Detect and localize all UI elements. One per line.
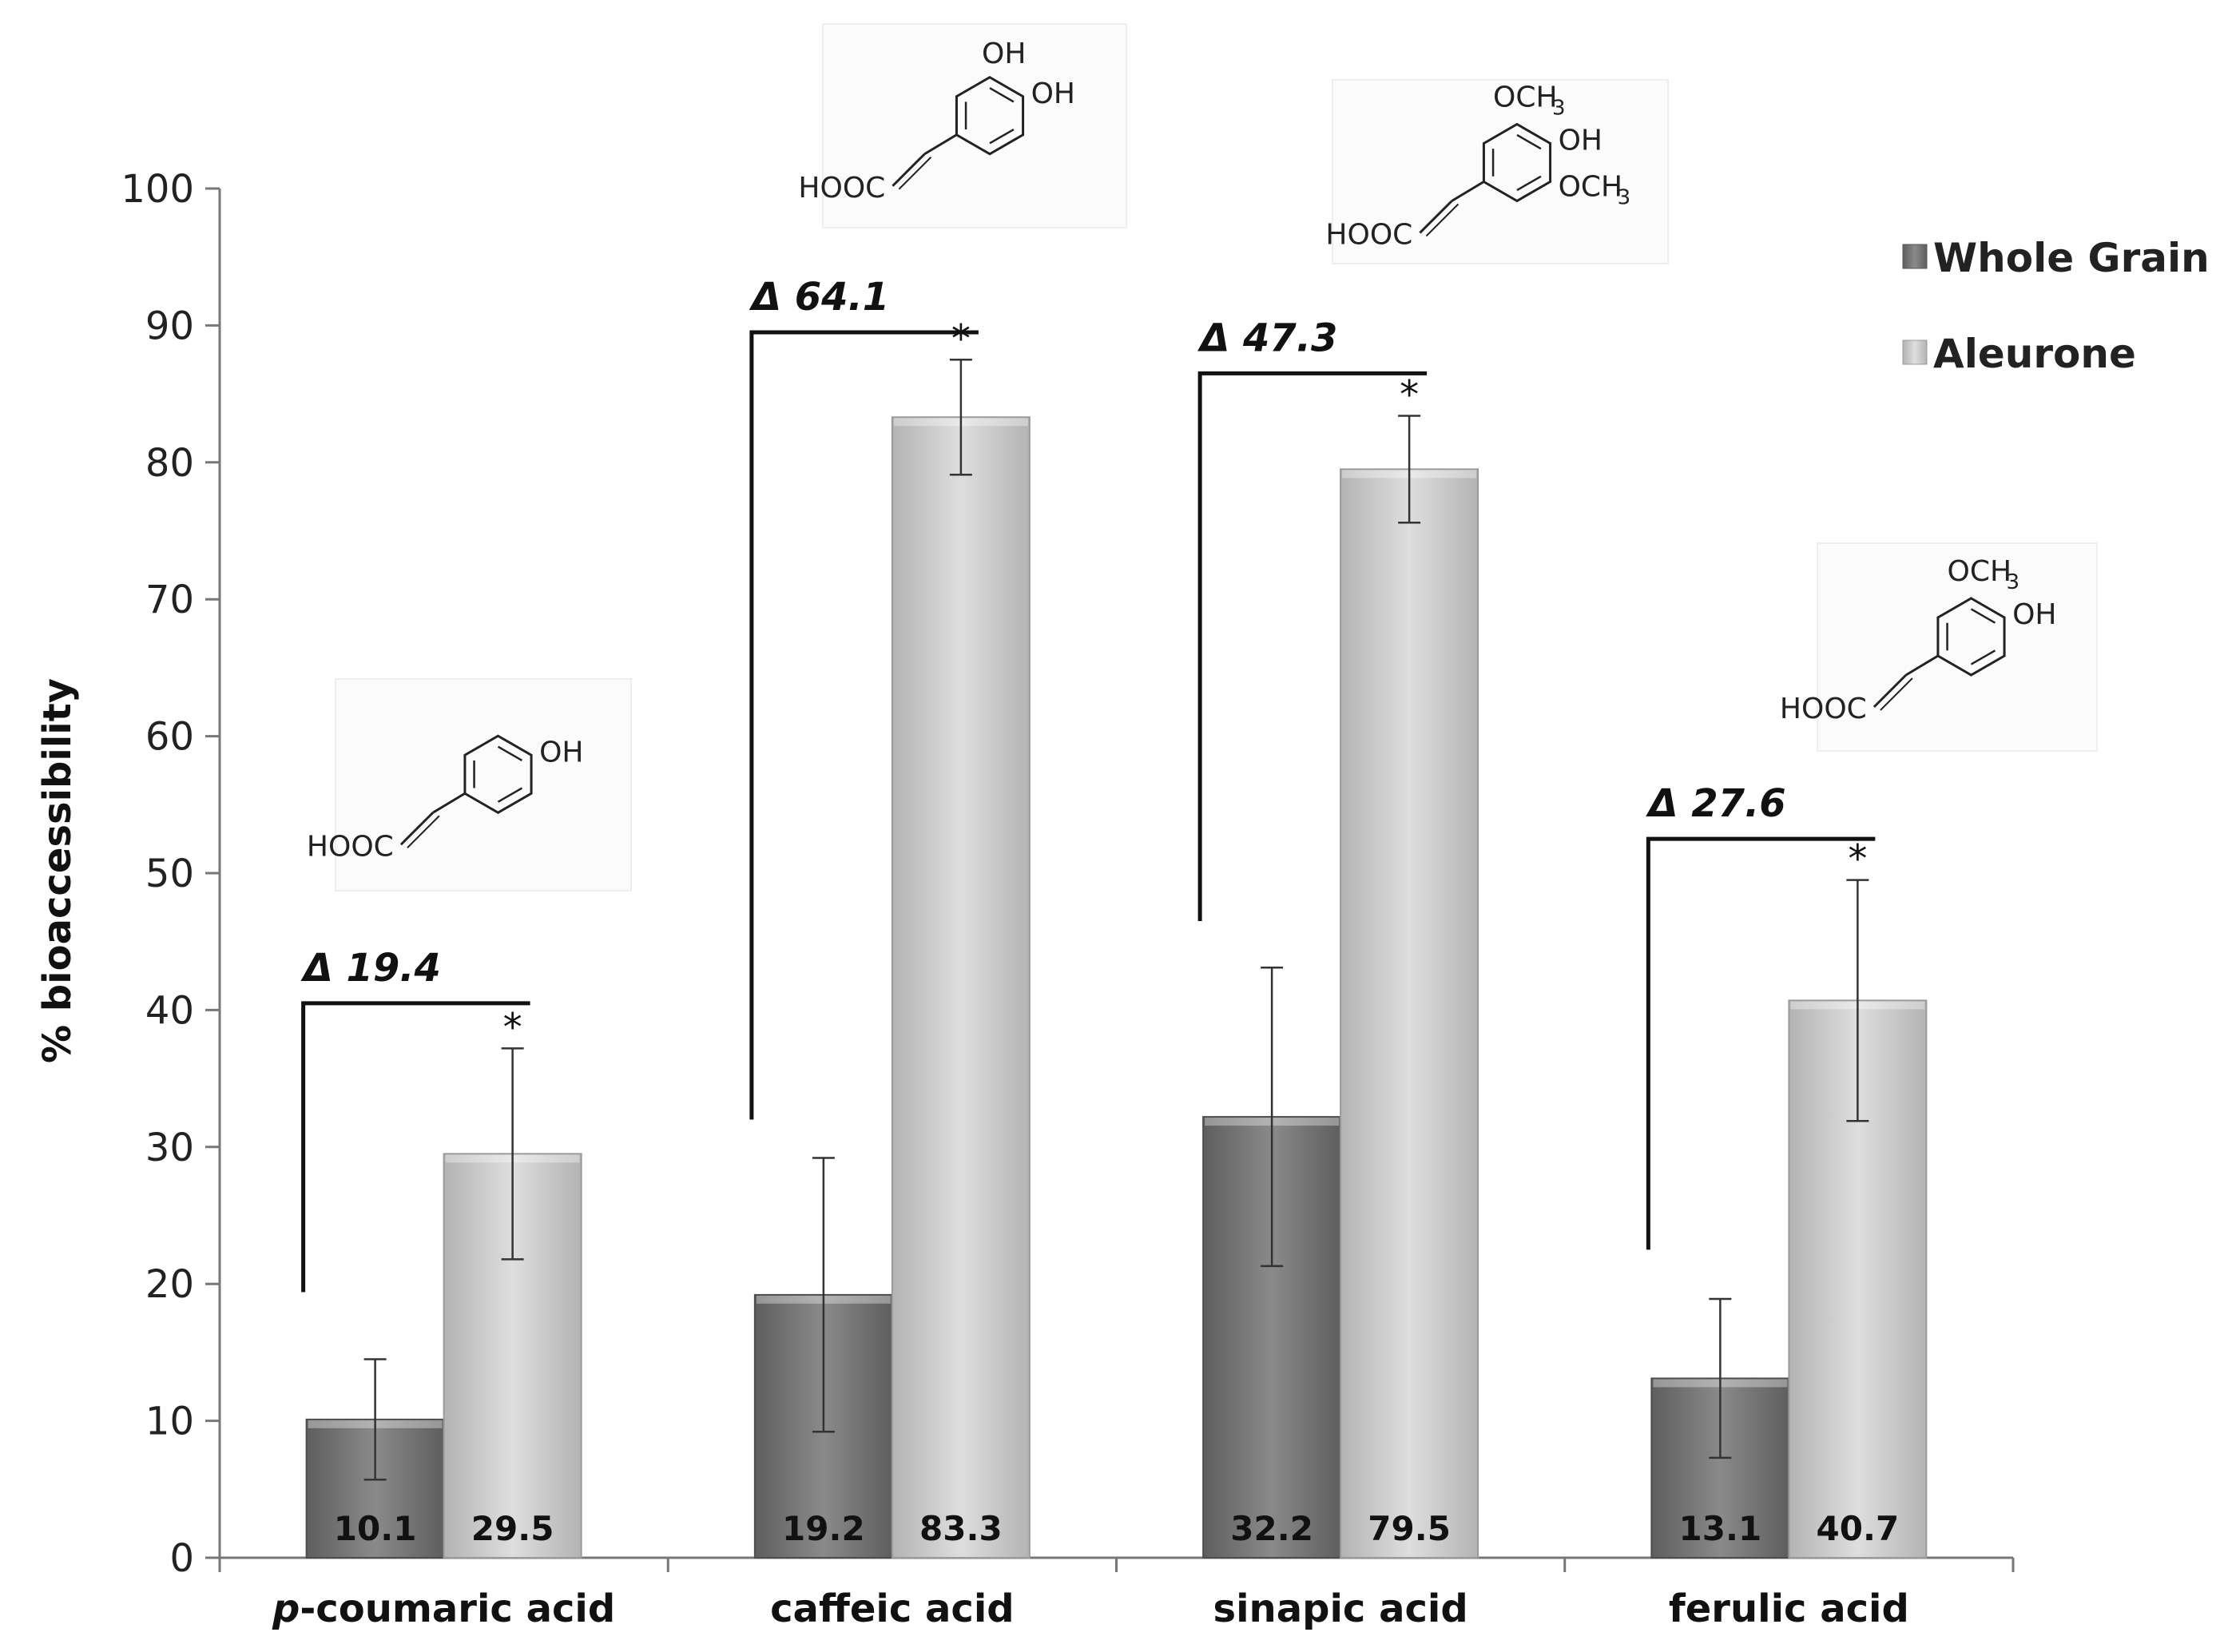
x-tick-label: caffeic acid [770,1586,1015,1631]
significance-star: * [1848,837,1867,882]
error-bar [363,1358,387,1481]
y-tick-label: 40 [145,988,194,1033]
y-tick-label: 50 [145,852,194,896]
y-tick-label: 10 [145,1400,194,1444]
significance-star: * [503,1005,522,1050]
structure-group: OH [1559,125,1602,157]
labels: 10.1 19.2 32.2 13.1 29.5 83.3 79.5 40.7 p-coumar… [272,1509,1909,1631]
error-bar [949,359,972,476]
data-label: 40.7 [1817,1509,1900,1548]
chemical-structure: OH HOOC [307,678,632,892]
x-tick-label: sinapic acid [1213,1586,1468,1631]
legend-swatch-aleurone [1902,340,1928,365]
significance-star: * [951,316,971,361]
structure-group: HOOC [798,172,885,205]
structure-group: OH [2012,598,2056,631]
structure-group: HOOC [307,830,394,863]
delta-label: Δ 47.3 [1197,316,1337,360]
data-label: 13.1 [1679,1509,1762,1548]
significance-bracket [749,330,979,1120]
error-bar [812,1157,835,1433]
significance-bracket [1197,371,1428,921]
legend-label-aleurone: Aleurone [1933,331,2136,377]
structure-group: OCH [1559,171,1623,204]
y-tick-label: 90 [145,304,194,348]
y-axis-label: % bioaccessibility [35,678,80,1063]
error-bar [1398,415,1421,524]
significance-star: * [1400,373,1419,418]
y-tick-label: 70 [145,578,194,622]
legend-label-whole-grain: Whole Grain [1933,235,2210,281]
y-tick-label: 80 [145,441,194,486]
x-tick-label: ferulic acid [1669,1586,1909,1631]
y-tick-label: 20 [145,1262,194,1307]
y-tick-label: 0 [169,1536,194,1581]
significance-annotations: Δ 19.4 * Δ 64.1 * Δ 47.3 * Δ 27.6 * [300,275,1876,1293]
data-label: 19.2 [782,1509,865,1548]
structure-group: OH [539,736,583,768]
bar-aleurone [1340,468,1479,1559]
significance-bracket [301,1001,530,1293]
structure-group: OCH [1948,555,2012,588]
error-bar [1709,1297,1732,1459]
data-label: 79.5 [1368,1509,1451,1548]
legend: Whole Grain Aleurone [1902,235,2210,377]
data-label: 32.2 [1230,1509,1313,1548]
y-tick-label: 30 [145,1126,194,1170]
bars [305,359,1928,1559]
structure-group: OH [1031,77,1075,110]
structure-group: 3 [2007,570,2020,594]
legend-swatch-whole-grain [1902,244,1928,269]
data-label: 29.5 [471,1509,554,1548]
structure-group: HOOC [1325,219,1412,252]
structure-group: 3 [1618,186,1631,210]
bar-aleurone [891,416,1031,1559]
error-bar [1846,879,1869,1122]
data-label: 10.1 [334,1509,417,1548]
error-bar [1261,967,1284,1268]
y-tick-label: 100 [121,167,194,212]
structure-group: OCH [1493,81,1558,114]
significance-bracket [1646,836,1876,1250]
delta-label: Δ 27.6 [1645,781,1785,826]
delta-label: Δ 64.1 [749,275,889,320]
structure-group: 3 [1552,97,1566,121]
structure-group: OH [982,38,1026,70]
error-bar [501,1047,524,1261]
structure-group: HOOC [1780,693,1867,725]
y-tick-label: 60 [145,715,194,760]
x-tick-label: p-coumaric acid [272,1586,615,1631]
delta-label: Δ 19.4 [300,946,441,991]
data-label: 83.3 [919,1509,1003,1548]
